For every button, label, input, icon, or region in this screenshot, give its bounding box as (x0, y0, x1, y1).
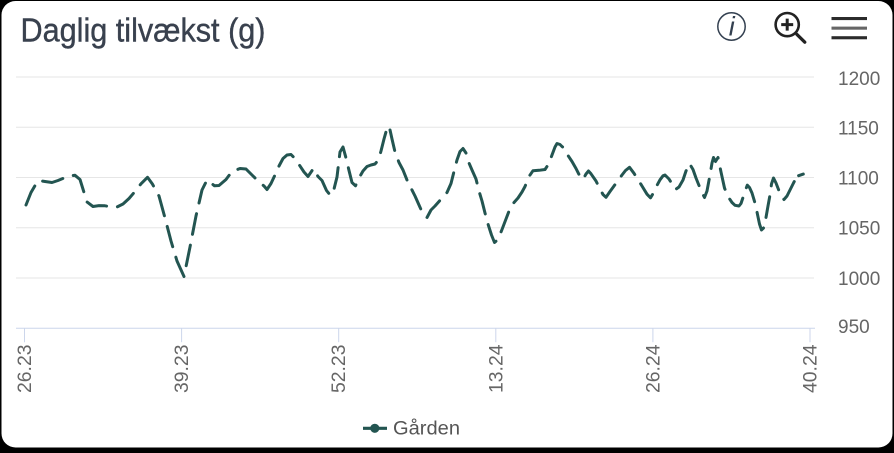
svg-text:26.23: 26.23 (15, 345, 36, 394)
svg-text:13.24: 13.24 (486, 344, 507, 393)
svg-text:52.23: 52.23 (329, 345, 350, 394)
svg-text:26.24: 26.24 (643, 344, 664, 393)
svg-text:950: 950 (838, 317, 870, 338)
svg-text:Daglig tilvækst (g): Daglig tilvækst (g) (21, 12, 266, 49)
svg-text:1150: 1150 (838, 119, 879, 140)
svg-text:1200: 1200 (838, 69, 880, 90)
svg-text:39.23: 39.23 (172, 345, 193, 394)
svg-text:1050: 1050 (838, 219, 880, 240)
svg-text:1000: 1000 (838, 269, 880, 290)
svg-text:40.24: 40.24 (801, 344, 822, 393)
svg-text:i: i (729, 12, 736, 42)
svg-text:Gården: Gården (393, 419, 460, 440)
svg-text:1100: 1100 (838, 169, 879, 190)
